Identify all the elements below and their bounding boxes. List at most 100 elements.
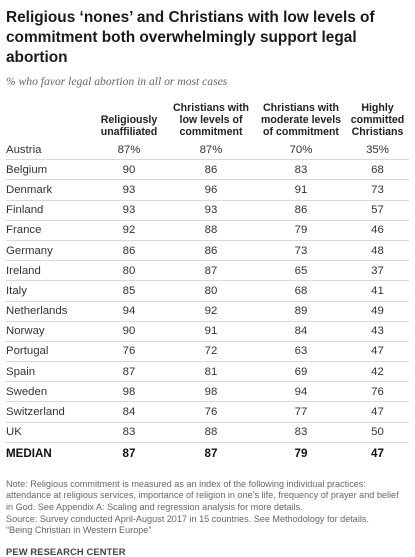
median-cell: 79 [294, 447, 308, 461]
corner-cell [6, 96, 92, 140]
data-cell: 84 [92, 401, 166, 423]
data-cell: 43 [346, 321, 409, 342]
data-cell: 42 [346, 361, 409, 383]
data-cell: 83 [256, 422, 346, 443]
data-cell: 87 [166, 260, 256, 282]
data-cell: 81 [166, 361, 256, 383]
column-header: Christians with moderate levels of commi… [260, 102, 342, 138]
data-cell: 50 [346, 422, 409, 443]
row-label: Italy [6, 280, 92, 302]
data-cell: 70% [256, 140, 346, 161]
data-cell: 47 [346, 401, 409, 423]
column-header: Religiously unaffiliated [100, 114, 158, 138]
header-row: Religiously unaffiliated Christians with… [6, 96, 409, 140]
data-cell: 93 [92, 179, 166, 201]
table-row: Sweden 98 98 94 76 [6, 381, 409, 403]
data-cell: 94 [256, 381, 346, 403]
data-cell: 92 [166, 301, 256, 322]
row-label: Denmark [6, 179, 92, 201]
data-cell: 96 [166, 179, 256, 201]
data-cell: 94 [92, 301, 166, 322]
brand-logo-text: PEW RESEARCH CENTER [6, 545, 126, 557]
data-cell: 89 [256, 301, 346, 322]
data-cell: 77 [256, 401, 346, 423]
row-label: Germany [6, 240, 92, 262]
data-cell: 92 [92, 220, 166, 241]
column-header: Highly committed Christians [350, 102, 405, 138]
data-cell: 87% [166, 140, 256, 161]
column-header: Christians with low levels of commitment [173, 102, 249, 138]
table-row: Finland 93 93 86 57 [6, 200, 409, 221]
data-cell: 80 [92, 260, 166, 282]
data-cell: 91 [256, 179, 346, 201]
data-cell: 87 [92, 361, 166, 383]
data-cell: 76 [346, 381, 409, 403]
data-cell: 79 [256, 220, 346, 241]
data-cell: 69 [256, 361, 346, 383]
note-text: Note: Religious commitment is measured a… [6, 478, 399, 512]
row-label: Finland [6, 200, 92, 221]
report-title: “Being Christian in Western Europe” [6, 525, 152, 536]
row-label: France [6, 220, 92, 241]
table-row: Denmark 93 96 91 73 [6, 179, 409, 201]
data-cell: 90 [92, 159, 166, 181]
data-cell: 37 [346, 260, 409, 282]
source-text: Source: Survey conducted April-August 20… [6, 513, 369, 524]
data-table: Religiously unaffiliated Christians with… [6, 96, 409, 465]
data-cell: 46 [346, 220, 409, 241]
row-label: Austria [6, 140, 92, 161]
data-cell: 63 [256, 341, 346, 363]
table-row: UK 83 88 83 50 [6, 422, 409, 443]
data-cell: 76 [92, 341, 166, 363]
data-cell: 68 [346, 159, 409, 181]
row-label: Sweden [6, 381, 92, 403]
row-label: Switzerland [6, 401, 92, 423]
table-row: Norway 90 91 84 43 [6, 321, 409, 342]
data-cell: 98 [92, 381, 166, 403]
table-row: Italy 85 80 68 41 [6, 280, 409, 302]
data-cell: 47 [346, 341, 409, 363]
median-label: MEDIAN [6, 447, 52, 461]
data-cell: 35% [346, 140, 409, 161]
data-cell: 57 [346, 200, 409, 221]
data-cell: 90 [92, 321, 166, 342]
data-cell: 86 [92, 240, 166, 262]
data-cell: 83 [92, 422, 166, 443]
data-cell: 80 [166, 280, 256, 302]
median-row: MEDIAN 87 87 79 47 [6, 442, 409, 465]
row-label: Spain [6, 361, 92, 383]
data-cell: 49 [346, 301, 409, 322]
data-cell: 76 [166, 401, 256, 423]
row-label: UK [6, 422, 92, 443]
data-cell: 65 [256, 260, 346, 282]
chart-subtitle: % who favor legal abortion in all or mos… [6, 75, 228, 88]
table-row: Germany 86 86 73 48 [6, 240, 409, 262]
notes: Note: Religious commitment is measured a… [6, 479, 406, 537]
data-cell: 68 [256, 280, 346, 302]
data-cell: 86 [166, 159, 256, 181]
data-cell: 72 [166, 341, 256, 363]
data-cell: 88 [166, 220, 256, 241]
median-cell: 87 [204, 447, 218, 461]
median-cell: 47 [371, 447, 384, 461]
table-row: Switzerland 84 76 77 47 [6, 401, 409, 423]
chart-title: Religious ‘nones’ and Christians with lo… [6, 9, 375, 66]
table-row: Portugal 76 72 63 47 [6, 341, 409, 363]
data-cell: 93 [92, 200, 166, 221]
data-cell: 83 [256, 159, 346, 181]
table-row: Austria 87% 87% 70% 35% [6, 140, 409, 161]
median-cell: 87 [122, 447, 136, 461]
data-cell: 85 [92, 280, 166, 302]
data-cell: 86 [256, 200, 346, 221]
table-row: Spain 87 81 69 42 [6, 361, 409, 383]
data-cell: 41 [346, 280, 409, 302]
table-row: France 92 88 79 46 [6, 220, 409, 241]
data-cell: 73 [256, 240, 346, 262]
data-cell: 93 [166, 200, 256, 221]
row-label: Ireland [6, 260, 92, 282]
table-body: Austria 87% 87% 70% 35% Belgium 90 86 83 68 Denmar… [6, 140, 409, 465]
data-cell: 98 [166, 381, 256, 403]
data-cell: 48 [346, 240, 409, 262]
data-cell: 73 [346, 179, 409, 201]
